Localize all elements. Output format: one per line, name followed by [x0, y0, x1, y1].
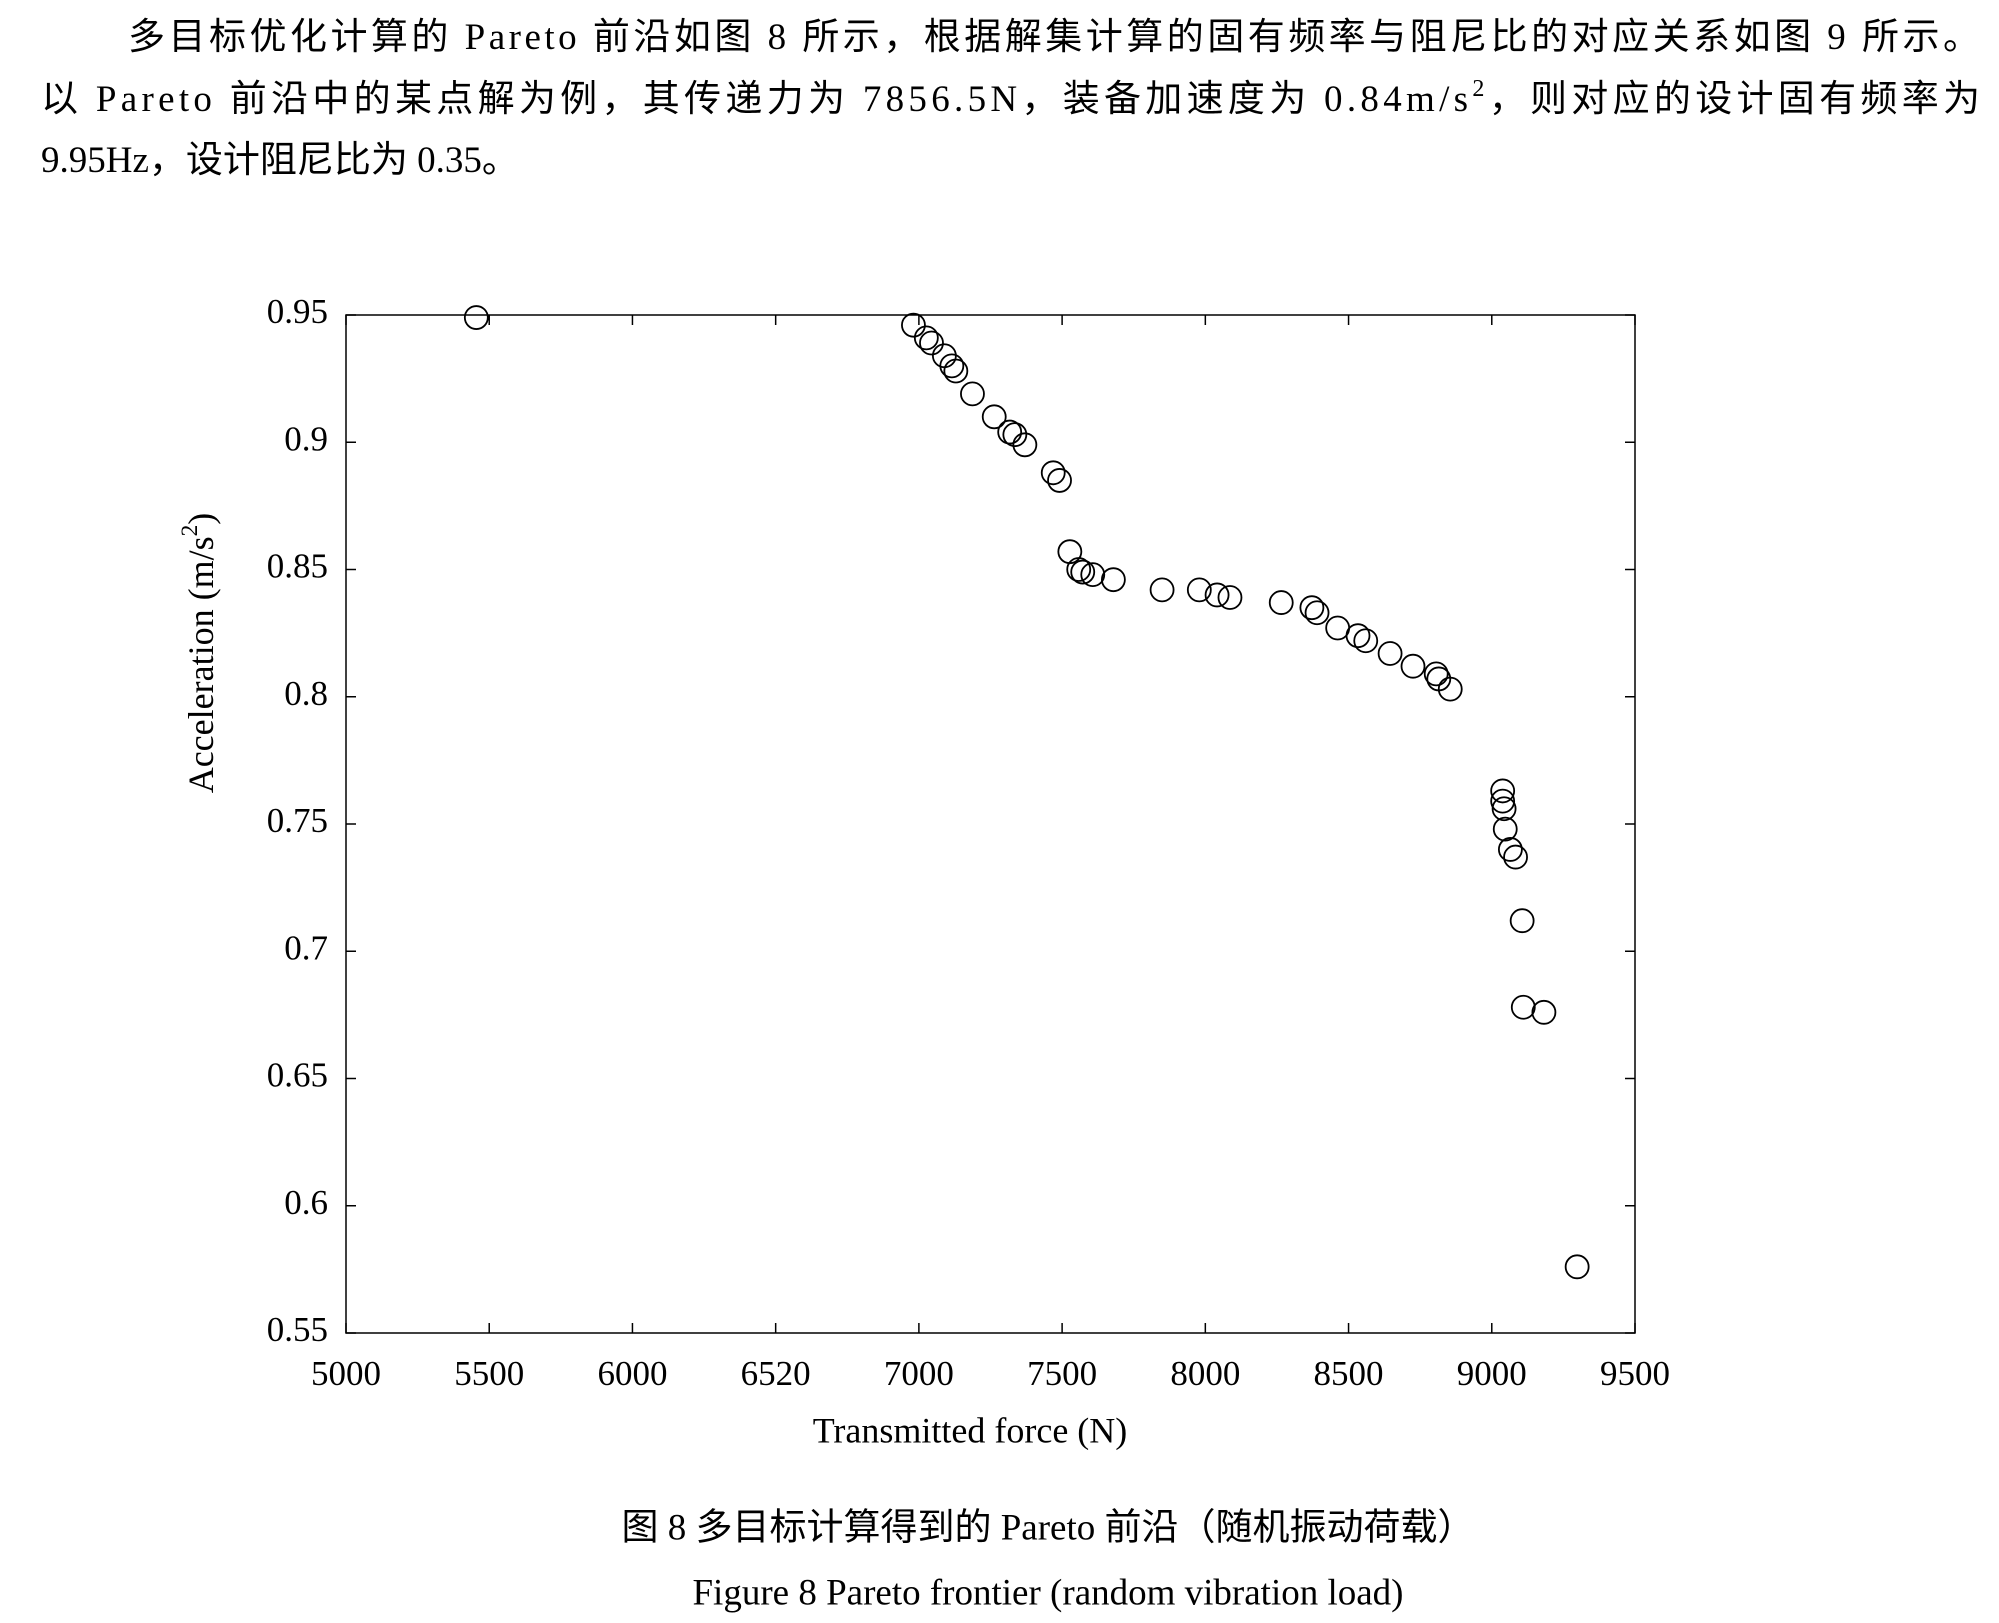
- scatter-point: [1510, 994, 1536, 1020]
- scatter-point: [931, 343, 957, 369]
- scatter-point: [1503, 844, 1528, 870]
- scatter-point: [1149, 577, 1175, 603]
- scatter-point: [919, 330, 944, 356]
- scatter-point: [1490, 788, 1516, 814]
- scatter-point: [1492, 816, 1518, 842]
- x-tick-label: 8500: [1314, 1354, 1384, 1393]
- y-tick-label: 0.7: [284, 928, 328, 967]
- scatter-point: [997, 419, 1023, 445]
- scatter-point: [1497, 837, 1523, 862]
- y-tick-label: 0.75: [267, 801, 328, 840]
- scatter-point: [1100, 567, 1126, 593]
- scatter-point: [1423, 661, 1449, 687]
- scatter-point: [1509, 908, 1535, 934]
- x-tick-label: 7500: [1027, 1354, 1097, 1393]
- scatter-point: [1217, 585, 1243, 610]
- scatter-point: [1268, 590, 1294, 615]
- scatter-point: [1531, 999, 1557, 1025]
- x-tick-label: 7000: [884, 1354, 954, 1393]
- x-axis-label: Transmitted force (N): [813, 1410, 1128, 1450]
- plot-frame: [345, 314, 1636, 1334]
- superscript: 2: [1472, 76, 1484, 102]
- y-tick-label: 0.9: [284, 419, 328, 458]
- text-part: ，则对应的设计固有频率为: [1489, 78, 1980, 120]
- scatter-point: [1491, 796, 1517, 822]
- scatter-point: [943, 358, 969, 384]
- y-tick-label: 0.65: [267, 1056, 328, 1095]
- y-tick-label: 0.6: [284, 1183, 328, 1222]
- scatter-point: [960, 381, 985, 407]
- scatter-point: [1345, 623, 1371, 649]
- scatter-point: [1066, 557, 1092, 582]
- text-part: Acceleration (m/s: [181, 536, 221, 793]
- scatter-point: [981, 404, 1007, 430]
- text-part: 9.95Hz，设计阻尼比为 0.35。: [41, 140, 519, 181]
- text-part: 多目标优化计算的 Pareto 前沿如图 8 所示，根据解集计算的固有频率与阻尼…: [128, 16, 1980, 58]
- scatter-point: [463, 305, 489, 330]
- scatter-point: [1012, 432, 1038, 458]
- scatter-point: [1080, 562, 1106, 587]
- scatter-point: [1186, 577, 1212, 603]
- scatter-point: [1070, 559, 1096, 585]
- scatter-point: [939, 353, 965, 379]
- y-tick-label: 0.55: [267, 1310, 328, 1349]
- text-part: ): [181, 513, 221, 525]
- x-tick-label: 5500: [454, 1354, 524, 1393]
- superscript: 2: [177, 525, 203, 537]
- scatter-point: [1040, 460, 1066, 486]
- scatter-point: [1002, 422, 1028, 448]
- scatter-point: [1437, 676, 1463, 702]
- scatter-point: [913, 325, 939, 351]
- scatter-point: [1377, 641, 1403, 666]
- scatter-point: [1057, 539, 1083, 565]
- scatter-point: [901, 312, 926, 338]
- scatter-point: [1490, 778, 1516, 804]
- text-part: 以 Pareto 前沿中的某点解为例，其传递力为 7856.5N，装备加速度为 …: [41, 78, 1468, 120]
- x-tick-label: 5000: [311, 1354, 381, 1393]
- scatter-point: [1564, 1254, 1590, 1280]
- x-tick-label: 8000: [1170, 1354, 1240, 1393]
- caption-zh: 图 8 多目标计算得到的 Pareto 前沿（随机振动荷载）: [621, 1506, 1474, 1548]
- y-tick-label: 0.95: [267, 292, 328, 331]
- paragraph-line: 多目标优化计算的 Pareto 前沿如图 8 所示，根据解集计算的固有频率与阻尼…: [128, 16, 1980, 58]
- scatter-point: [1047, 468, 1072, 493]
- x-tick-label: 9500: [1600, 1354, 1670, 1393]
- y-tick-label: 0.8: [284, 674, 328, 713]
- caption-en: Figure 8 Pareto frontier (random vibrati…: [692, 1572, 1403, 1613]
- x-tick-label: 6000: [597, 1354, 667, 1393]
- paragraph-line: 以 Pareto 前沿中的某点解为例，其传递力为 7856.5N，装备加速度为 …: [41, 76, 1980, 121]
- scatter-point: [1304, 600, 1330, 626]
- scatter-point: [1204, 582, 1230, 608]
- paragraph-line: 9.95Hz，设计阻尼比为 0.35。: [41, 140, 519, 181]
- scatter-point: [1400, 653, 1426, 679]
- x-tick-label: 9000: [1457, 1354, 1527, 1393]
- scatter-point: [1299, 595, 1325, 621]
- y-tick-label: 0.85: [267, 547, 328, 586]
- y-axis-label: Acceleration (m/s2): [177, 513, 221, 794]
- scatter-point: [1353, 628, 1379, 654]
- x-tick-label: 6520: [741, 1354, 811, 1393]
